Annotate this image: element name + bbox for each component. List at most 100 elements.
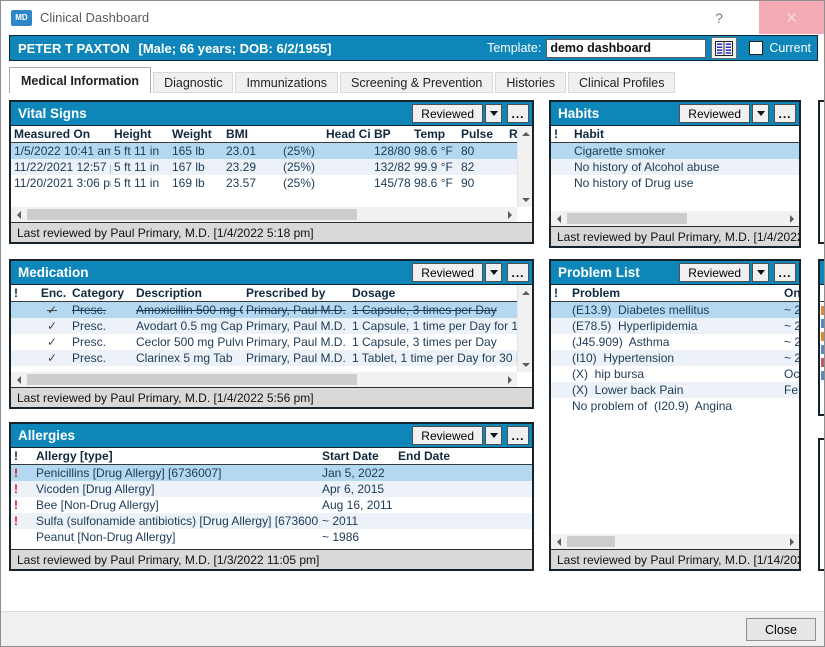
table-row[interactable]: (I10) Hypertension ~ 2: [551, 350, 799, 366]
col-height[interactable]: Height: [114, 127, 152, 141]
tab-diagnostic[interactable]: Diagnostic: [153, 72, 234, 93]
table-row[interactable]: ! Penicillins [Drug Allergy] [6736007] J…: [11, 465, 532, 481]
table-row[interactable]: 1/5/2022 10:41 am 5 ft 11 in 165 lb 23.0…: [11, 143, 532, 159]
col-alert[interactable]: !: [554, 286, 558, 300]
reviewed-button[interactable]: Reviewed: [679, 104, 750, 123]
tab-medical-information[interactable]: Medical Information: [9, 67, 152, 93]
more-options-button[interactable]: ...: [507, 426, 529, 445]
col-measured-on[interactable]: Measured On: [14, 127, 91, 141]
tab-immunizations[interactable]: Immunizations: [235, 72, 339, 93]
table-row[interactable]: ✓ Presc. Amoxicillin 500 mg C Primary, P…: [11, 302, 532, 318]
close-button[interactable]: Close: [746, 618, 816, 641]
scroll-right-icon[interactable]: [784, 534, 799, 549]
col-problem[interactable]: Problem: [572, 286, 621, 300]
template-list-button[interactable]: [711, 37, 738, 59]
current-checkbox[interactable]: [749, 41, 764, 55]
table-row[interactable]: ! Sulfa (sulfonamide antibiotics) [Drug …: [11, 513, 532, 529]
col-temp[interactable]: Temp: [414, 127, 446, 141]
col-start-date[interactable]: Start Date: [322, 449, 379, 463]
table-row[interactable]: ! Vicoden [Drug Allergy] Apr 6, 2015: [11, 481, 532, 497]
reviewed-button[interactable]: Reviewed: [412, 263, 483, 282]
vertical-scrollbar[interactable]: [517, 126, 532, 207]
col-bp[interactable]: BP: [374, 127, 391, 141]
col-pulse[interactable]: Pulse: [461, 127, 494, 141]
table-row[interactable]: Cigarette smoker: [551, 143, 799, 159]
table-row[interactable]: (X) hip bursa Oc: [572, 367, 799, 381]
col-resp[interactable]: R: [509, 127, 518, 141]
table-row[interactable]: Peanut [Non-Drug Allergy] ~ 1986: [36, 530, 360, 544]
last-reviewed-status: Last reviewed by Paul Primary, M.D. [1/1…: [551, 549, 799, 569]
reviewed-dropdown-button[interactable]: [485, 104, 502, 123]
scroll-right-icon[interactable]: [502, 372, 517, 387]
tab-clinical-profiles[interactable]: Clinical Profiles: [568, 72, 676, 93]
table-row[interactable]: No problem of (I20.9) Angina: [572, 399, 733, 413]
table-row[interactable]: ✓ Presc. Clarinex 5 mg Tab Primary, Paul…: [11, 350, 532, 366]
scroll-down-icon[interactable]: [518, 357, 532, 372]
table-row[interactable]: No history of Drug use: [574, 176, 694, 190]
table-row[interactable]: 11/22/2021 12:57 p 5 ft 11 in 167 lb 23.…: [11, 159, 532, 175]
close-window-button[interactable]: ✕: [759, 1, 824, 34]
horizontal-scrollbar[interactable]: [11, 372, 517, 387]
col-end-date[interactable]: End Date: [398, 449, 451, 463]
scroll-left-icon[interactable]: [551, 211, 566, 226]
col-alert[interactable]: !: [554, 127, 558, 141]
patient-details: [Male; 66 years; DOB: 6/2/1955]: [138, 40, 332, 56]
horizontal-scrollbar[interactable]: [11, 207, 517, 222]
horizontal-scrollbar[interactable]: [551, 534, 799, 549]
horizontal-scrollbar[interactable]: [551, 211, 799, 226]
scroll-left-icon[interactable]: [11, 372, 26, 387]
template-input[interactable]: [546, 38, 707, 58]
help-button[interactable]: ?: [715, 9, 723, 26]
template-grid-icon: [715, 40, 734, 56]
reviewed-dropdown-button[interactable]: [752, 104, 769, 123]
table-row[interactable]: ✓ Presc. Avodart 0.5 mg Cap Primary, Pau…: [11, 318, 532, 334]
reviewed-button[interactable]: Reviewed: [412, 104, 483, 123]
more-options-button[interactable]: ...: [774, 263, 796, 282]
col-description[interactable]: Description: [136, 286, 203, 300]
scrollbar-thumb[interactable]: [27, 209, 357, 220]
scroll-right-icon[interactable]: [502, 207, 517, 222]
col-dosage[interactable]: Dosage: [352, 286, 396, 300]
col-allergy-type[interactable]: Allergy [type]: [36, 449, 113, 463]
scrollbar-thumb[interactable]: [567, 536, 615, 547]
table-row[interactable]: (J45.909) Asthma ~ 2: [572, 335, 799, 349]
table-row[interactable]: No history of Alcohol abuse: [551, 159, 799, 175]
col-category[interactable]: Category: [72, 286, 125, 300]
scroll-left-icon[interactable]: [551, 534, 566, 549]
table-row[interactable]: ! Bee [Non-Drug Allergy] Aug 16, 2011: [11, 497, 532, 513]
col-alert[interactable]: !: [14, 449, 18, 463]
more-options-button[interactable]: ...: [507, 263, 529, 282]
col-weight[interactable]: Weight: [172, 127, 212, 141]
reviewed-dropdown-button[interactable]: [752, 263, 769, 282]
last-reviewed-status: Last reviewed by Paul Primary, M.D. [1/4…: [551, 226, 799, 246]
more-options-button[interactable]: ...: [774, 104, 796, 123]
table-row[interactable]: (E78.5) Hyperlipidemia ~ 2: [551, 318, 799, 334]
col-head-cir[interactable]: Head Cir.: [326, 127, 371, 141]
allergies-grid: ! Allergy [type] Start Date End Date ! P…: [11, 448, 532, 549]
scroll-left-icon[interactable]: [11, 207, 26, 222]
table-row[interactable]: ✓ Presc. Ceclor 500 mg Pulvul Primary, P…: [11, 334, 532, 350]
table-row[interactable]: 11/20/2021 3:06 pm 5 ft 11 in 169 lb 23.…: [14, 176, 475, 190]
col-bmi[interactable]: BMI: [226, 127, 248, 141]
scroll-up-icon[interactable]: [518, 285, 532, 300]
reviewed-dropdown-button[interactable]: [485, 263, 502, 282]
more-options-button[interactable]: ...: [507, 104, 529, 123]
vertical-scrollbar[interactable]: [517, 285, 532, 372]
scrollbar-thumb[interactable]: [567, 213, 687, 224]
scroll-up-icon[interactable]: [518, 126, 532, 141]
scroll-right-icon[interactable]: [784, 211, 799, 226]
col-onset[interactable]: On: [784, 286, 799, 300]
reviewed-dropdown-button[interactable]: [485, 426, 502, 445]
scrollbar-thumb[interactable]: [27, 374, 357, 385]
col-alert[interactable]: !: [14, 286, 18, 300]
scroll-down-icon[interactable]: [518, 192, 532, 207]
tab-histories[interactable]: Histories: [495, 72, 567, 93]
col-enc[interactable]: Enc.: [40, 286, 67, 300]
reviewed-button[interactable]: Reviewed: [412, 426, 483, 445]
reviewed-button[interactable]: Reviewed: [679, 263, 750, 282]
col-prescribed-by[interactable]: Prescribed by: [246, 286, 326, 300]
table-row[interactable]: (X) Lower back Pain Fe: [551, 382, 799, 398]
tab-screening-prevention[interactable]: Screening & Prevention: [340, 72, 494, 93]
col-habit[interactable]: Habit: [574, 127, 604, 141]
table-row[interactable]: (E13.9) Diabetes mellitus ~ 2: [551, 302, 799, 318]
